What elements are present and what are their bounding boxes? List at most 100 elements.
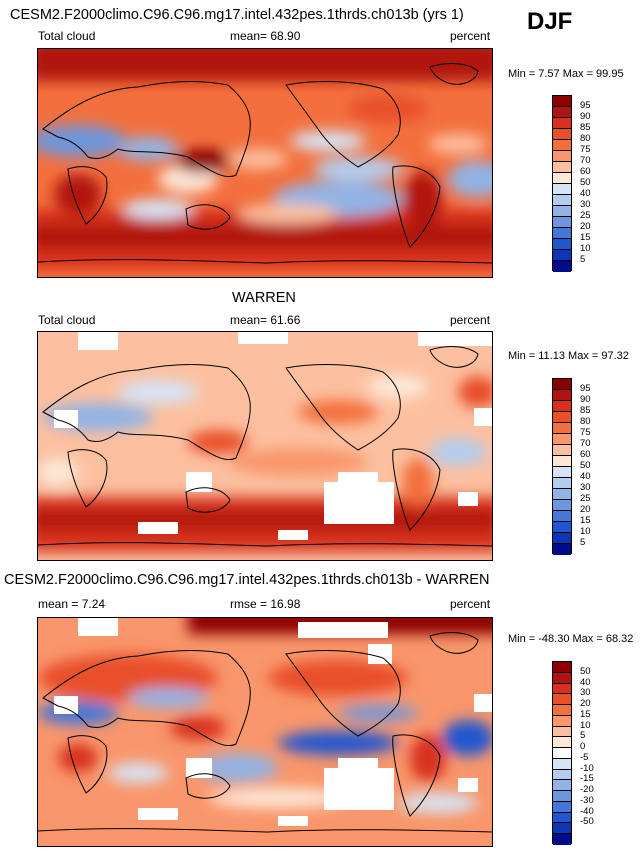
colorbar-swatch xyxy=(553,478,571,489)
panel-obs-title: WARREN xyxy=(232,290,296,306)
colorbar-tick-label: 60 xyxy=(580,449,591,460)
colorbar-tick-label: 80 xyxy=(580,416,591,427)
colorbar-swatch xyxy=(553,118,571,129)
colorbar-swatch xyxy=(553,390,571,401)
colorbar-tick-label: 75 xyxy=(580,427,591,438)
colorbar-tick-label: 25 xyxy=(580,210,591,221)
colorbar-swatch xyxy=(553,533,571,544)
colorbar-tick-label: 25 xyxy=(580,493,591,504)
panel-obs-mean: mean= 61.66 xyxy=(230,313,301,327)
panel-diff-missing-data xyxy=(54,618,492,826)
colorbar-tick-label: 90 xyxy=(580,394,591,405)
colorbar-tick-label: 70 xyxy=(580,438,591,449)
colorbar-tick-label: 10 xyxy=(580,526,591,537)
panel-diff-units: percent xyxy=(450,597,491,611)
colorbar-swatch xyxy=(553,758,571,770)
panel-obs-variable: Total cloud xyxy=(38,313,96,327)
panel-obs-missing-data xyxy=(54,332,492,540)
colorbar-tick-label: 85 xyxy=(580,405,591,416)
colorbar-tick-label: 50 xyxy=(580,460,591,471)
colorbar-tick-label: 40 xyxy=(580,676,591,688)
colorbar-swatch xyxy=(553,250,571,261)
colorbar-swatch xyxy=(553,726,571,738)
colorbar-tick-label: 15 xyxy=(580,232,591,243)
panel-obs-units: percent xyxy=(450,313,491,327)
colorbar-swatch xyxy=(553,379,571,390)
colorbar-swatch xyxy=(553,489,571,500)
colorbar-tick-label: 20 xyxy=(580,504,591,515)
colorbar-tick-label: 95 xyxy=(580,383,591,394)
panel-model-units: percent xyxy=(450,29,491,43)
colorbar-swatch xyxy=(553,737,571,748)
colorbar-tick-label: -20 xyxy=(580,784,594,796)
colorbar-tick-label: 95 xyxy=(580,100,591,111)
colorbar-swatch xyxy=(553,107,571,118)
colorbar-swatch xyxy=(553,412,571,423)
colorbar-swatch xyxy=(553,129,571,140)
colorbar-tick-label: -15 xyxy=(580,773,594,785)
colorbar-swatch xyxy=(553,140,571,151)
colorbar-swatch xyxy=(553,791,571,802)
colorbar-tick-label: 60 xyxy=(580,166,591,177)
panel-model-title: CESM2.F2000climo.C96.C96.mg17.intel.432p… xyxy=(10,7,464,23)
panel-model-minmax: Min = 7.57 Max = 99.95 xyxy=(508,68,624,80)
colorbar-tick-label: 10 xyxy=(580,243,591,254)
colorbar-tick-label: 90 xyxy=(580,111,591,122)
colorbar-tick-label: 0 xyxy=(580,741,586,753)
panel-diff-title: CESM2.F2000climo.C96.C96.mg17.intel.432p… xyxy=(4,572,490,588)
colorbar-tick-label: 15 xyxy=(580,515,591,526)
colorbar-swatch xyxy=(553,467,571,478)
panel-diff-colorbar xyxy=(552,661,572,845)
colorbar-swatch xyxy=(553,672,571,684)
colorbar-swatch xyxy=(553,780,571,791)
colorbar-swatch xyxy=(553,239,571,250)
colorbar-tick-label: -5 xyxy=(580,751,589,763)
colorbar-swatch xyxy=(553,500,571,511)
colorbar-tick-label: -40 xyxy=(580,805,594,817)
colorbar-tick-label: 15 xyxy=(580,708,591,720)
season-label: DJF xyxy=(527,8,573,35)
panel-obs-map xyxy=(37,331,493,561)
colorbar-tick-label: 30 xyxy=(580,687,591,699)
colorbar-swatch xyxy=(553,206,571,217)
colorbar-swatch xyxy=(553,445,571,456)
colorbar-tick-label: 50 xyxy=(580,665,591,677)
colorbar-tick-label: 40 xyxy=(580,471,591,482)
colorbar-tick-label: 10 xyxy=(580,719,591,731)
colorbar-swatch xyxy=(553,769,571,781)
colorbar-swatch xyxy=(553,823,571,834)
colorbar-swatch xyxy=(553,511,571,522)
panel-model-map xyxy=(37,48,493,278)
panel-diff-map xyxy=(37,617,493,847)
colorbar-swatch xyxy=(553,715,571,727)
colorbar-tick-label: -10 xyxy=(580,762,594,774)
colorbar-swatch xyxy=(553,748,571,759)
colorbar-swatch xyxy=(553,261,571,272)
colorbar-swatch xyxy=(553,434,571,445)
colorbar-swatch xyxy=(553,423,571,434)
panel-model-coastlines xyxy=(38,63,492,264)
colorbar-swatch xyxy=(553,401,571,412)
panel-obs-coastlines xyxy=(38,346,492,547)
colorbar-tick-label: 30 xyxy=(580,482,591,493)
colorbar-swatch xyxy=(553,683,571,695)
panel-diff-rmse: rmse = 16.98 xyxy=(230,597,301,611)
colorbar-swatch xyxy=(553,195,571,206)
colorbar-tick-label: 5 xyxy=(580,254,586,265)
colorbar-tick-label: 30 xyxy=(580,199,591,210)
panel-diff-coastlines xyxy=(38,632,492,833)
colorbar-tick-label: 80 xyxy=(580,133,591,144)
colorbar-tick-label: -50 xyxy=(580,816,594,828)
panel-model-colorbar xyxy=(552,95,572,272)
panel-obs-minmax: Min = 11.13 Max = 97.32 xyxy=(508,350,629,362)
colorbar-swatch xyxy=(553,217,571,228)
colorbar-swatch xyxy=(553,228,571,239)
colorbar-swatch xyxy=(553,662,571,673)
colorbar-swatch xyxy=(553,96,571,107)
colorbar-tick-label: 75 xyxy=(580,144,591,155)
colorbar-swatch xyxy=(553,456,571,467)
colorbar-tick-label: 5 xyxy=(580,730,586,742)
colorbar-tick-label: 5 xyxy=(580,537,586,548)
colorbar-tick-label: 20 xyxy=(580,698,591,710)
panel-model-variable: Total cloud xyxy=(38,29,96,43)
